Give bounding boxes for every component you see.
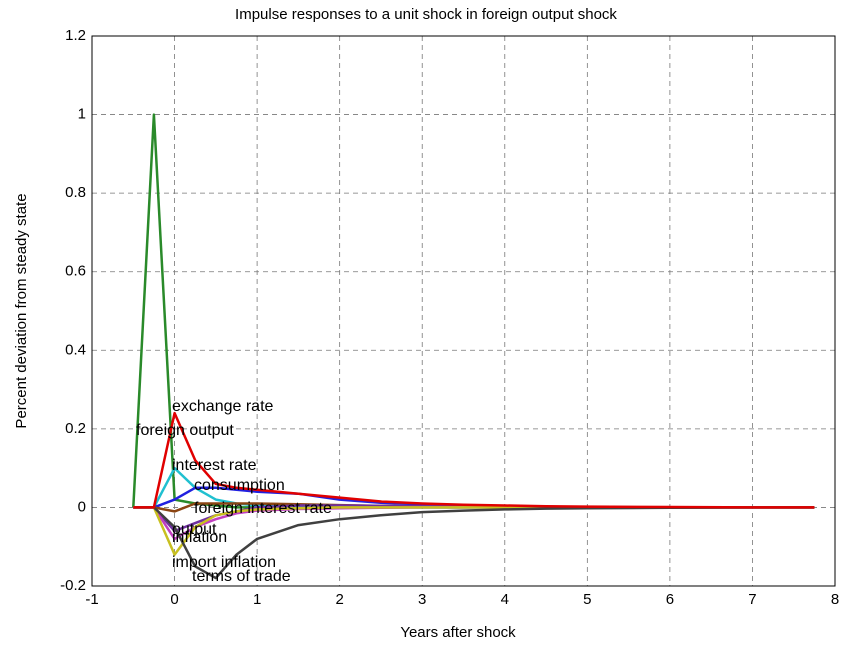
y-axis-label: Percent deviation from steady state [13,193,30,428]
x-tick-label: 4 [501,591,509,608]
series-line [133,411,815,509]
series-label: exchange rate [172,398,274,415]
series-label: terms of trade [192,568,291,585]
series-label: foreign output [136,422,234,439]
series-label: consumption [194,477,285,494]
x-tick-label: 1 [253,591,261,608]
y-tick-label: 0.6 [65,263,86,280]
x-tick-label: 0 [170,591,178,608]
y-tick-label: 0.8 [65,184,86,201]
chart-title: Impulse responses to a unit shock in for… [235,6,617,23]
y-tick-label: 1.2 [65,27,86,44]
y-tick-label: 0.4 [65,341,86,358]
series-label: foreign interest rate [194,500,332,517]
series-line [132,113,815,509]
x-tick-label: 2 [335,591,343,608]
x-tick-label: 3 [418,591,426,608]
x-tick-label: -1 [85,591,98,608]
series-label: interest rate [172,457,257,474]
x-tick-label: 8 [831,591,839,608]
x-tick-label: 7 [748,591,756,608]
y-tick-label: 1 [78,106,86,123]
series-line [133,506,815,580]
y-tick-label: -0.2 [60,577,86,594]
y-tick-label: 0.2 [65,420,86,437]
series-label: import inflation [172,554,276,571]
plot-frame [91,35,836,587]
x-tick-label: 5 [583,591,591,608]
series-label: output [172,521,217,538]
x-tick-label: 6 [666,591,674,608]
y-tick-label: 0 [78,498,86,515]
series-label: inflation [172,529,227,546]
x-axis-label: Years after shock [400,624,516,641]
